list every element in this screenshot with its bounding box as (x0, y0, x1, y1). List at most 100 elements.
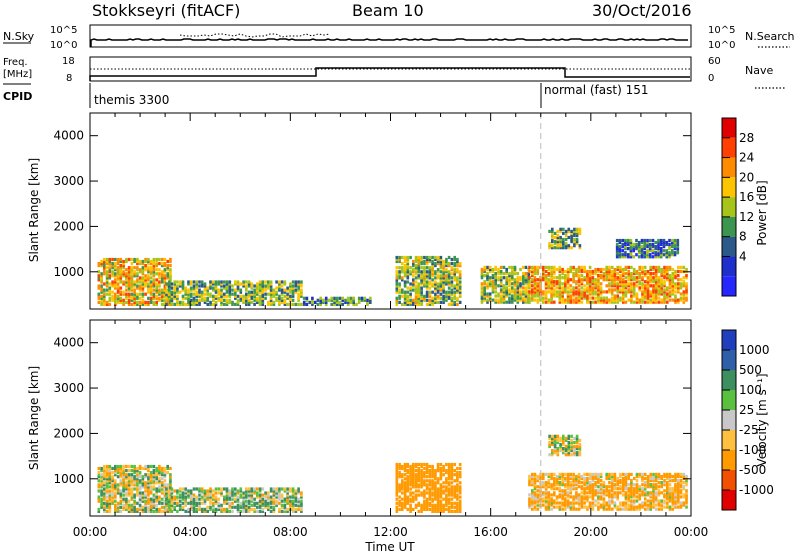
heatmap-cell (272, 507, 276, 511)
heatmap-cell (610, 495, 614, 499)
heatmap-cell (278, 302, 281, 306)
heatmap-cell (436, 477, 440, 481)
heatmap-cell (566, 298, 570, 302)
heatmap-cell (453, 272, 456, 276)
heatmap-cell (632, 278, 636, 282)
heatmap-cell (130, 464, 134, 469)
heatmap-cell (269, 499, 273, 503)
heatmap-cell (616, 294, 619, 298)
heatmap-cell (217, 487, 221, 491)
heatmap-cell (646, 253, 649, 257)
heatmap-cell (247, 489, 251, 493)
heatmap-cell (522, 280, 525, 284)
heatmap-cell (527, 294, 531, 298)
heatmap-cell (677, 265, 680, 269)
heatmap-cell (605, 276, 608, 280)
heatmap-cell (528, 280, 531, 284)
heatmap-cell (302, 296, 306, 300)
heatmap-cell (114, 469, 117, 473)
heatmap-cell (610, 487, 614, 491)
heatmap-cell (497, 272, 500, 276)
heatmap-cell (564, 233, 568, 238)
heatmap-cell (200, 497, 204, 501)
heatmap-cell (651, 251, 655, 255)
heatmap-cell (217, 501, 221, 505)
heatmap-cell (439, 501, 443, 505)
heatmap-cell (395, 298, 399, 302)
heatmap-cell (559, 227, 562, 231)
heatmap-cell (627, 298, 630, 302)
heatmap-cell (414, 255, 418, 260)
heatmap-cell (553, 434, 557, 438)
heatmap-cell (564, 231, 568, 235)
heatmap-cell (225, 302, 229, 306)
heatmap-cell (561, 292, 564, 296)
heatmap-cell (149, 290, 153, 294)
velocity-ylabel: Slant Range [km] (27, 366, 41, 470)
heatmap-cell (406, 469, 410, 473)
heatmap-cell (160, 294, 164, 298)
heatmap-cell (480, 267, 484, 272)
heatmap-cell (488, 276, 492, 280)
heatmap-cell (144, 284, 147, 288)
heatmap-cell (261, 499, 265, 503)
heatmap-cell (149, 479, 153, 483)
heatmap-cell (147, 485, 150, 489)
heatmap-cell (125, 282, 128, 286)
heatmap-cell (564, 438, 568, 442)
heatmap-cell (648, 249, 652, 253)
heatmap-cell (671, 276, 675, 280)
heatmap-cell (450, 487, 454, 491)
heatmap-cell (169, 466, 172, 471)
heatmap-cell (553, 483, 556, 487)
heatmap-cell (431, 264, 434, 268)
heatmap-cell (480, 298, 484, 302)
heatmap-cell (570, 235, 573, 240)
heatmap-cell (294, 290, 298, 294)
heatmap-cell (553, 246, 557, 250)
heatmap-cell (497, 269, 500, 274)
heatmap-cell (414, 257, 418, 262)
heatmap-cell (480, 296, 484, 300)
heatmap-cell (184, 288, 187, 292)
heatmap-cell (580, 294, 584, 298)
heatmap-cell (621, 238, 624, 243)
heatmap-cell (528, 276, 531, 280)
heatmap-cell (103, 466, 106, 471)
heatmap-cell (450, 288, 454, 292)
heatmap-cell (539, 505, 542, 509)
heatmap-cell (608, 501, 611, 505)
heatmap-cell (403, 270, 407, 274)
heatmap-cell (160, 298, 164, 302)
heatmap-cell (261, 493, 265, 497)
heatmap-cell (458, 288, 462, 292)
heatmap-cell (486, 286, 489, 290)
y-tick-label: 2000 (53, 219, 84, 233)
heatmap-cell (275, 292, 278, 296)
heatmap-cell (425, 485, 429, 489)
heatmap-cell (682, 294, 686, 298)
heatmap-cell (264, 292, 267, 296)
heatmap-cell (114, 268, 117, 272)
heatmap-cell (522, 278, 525, 282)
heatmap-cell (486, 282, 489, 286)
heatmap-cell (127, 268, 131, 272)
heatmap-cell (616, 505, 619, 509)
heatmap-cell (184, 290, 187, 294)
heatmap-cell (330, 296, 333, 300)
heatmap-cell (291, 302, 295, 306)
heatmap-cell (499, 278, 503, 282)
heatmap-cell (176, 495, 179, 499)
heatmap-cell (553, 487, 556, 491)
heatmap-cell (97, 270, 101, 274)
colorbar-frame (721, 117, 737, 297)
heatmap-cell (619, 265, 622, 269)
heatmap-cell (648, 255, 652, 259)
heatmap-cell (660, 286, 663, 290)
heatmap-cell (409, 469, 412, 473)
heatmap-cell (125, 280, 128, 284)
heatmap-cell (228, 294, 232, 298)
heatmap-cell (685, 493, 688, 497)
heatmap-cell (436, 270, 440, 274)
